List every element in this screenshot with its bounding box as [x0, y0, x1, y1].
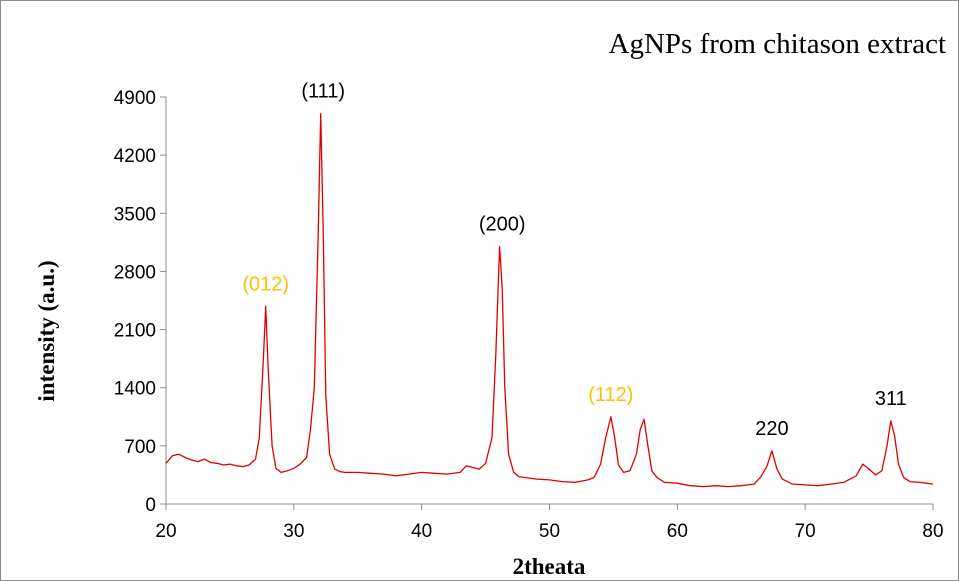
y-tick-label: 3500 [114, 204, 156, 225]
x-tick-label: 50 [539, 521, 560, 542]
peak-label: (200) [479, 214, 526, 236]
x-tick-label: 20 [155, 521, 176, 542]
x-tick-label: 60 [667, 521, 688, 542]
peak-annotations: (111) (012) (200) (112) 220 311 [242, 81, 906, 440]
peak-label: 311 [875, 388, 907, 410]
peak-label: (111) [301, 81, 345, 103]
y-tick-label: 1400 [114, 379, 156, 400]
peak-label: (012) [242, 273, 289, 295]
y-axis-title: intensity (a.u.) [34, 260, 59, 401]
x-tick-label: 80 [922, 521, 943, 542]
x-tick-label: 70 [795, 521, 816, 542]
x-tick-label: 40 [411, 521, 432, 542]
x-axis-title: 2theata [513, 554, 586, 579]
y-tick-label: 0 [145, 495, 156, 516]
peak-label: (112) [588, 384, 633, 406]
chart-title: AgNPs from chitason extract [609, 28, 946, 60]
ticks: 0 700 1400 2100 2800 3500 4200 4900 20 30 40 50 60 70… [114, 88, 944, 542]
xrd-pattern-line [165, 112, 934, 488]
x-tick-label: 30 [283, 521, 304, 542]
plot-area [165, 112, 934, 488]
y-tick-label: 2100 [114, 321, 156, 342]
y-tick-label: 2800 [114, 262, 156, 283]
y-tick-label: 4900 [114, 88, 156, 109]
peak-label: 220 [755, 418, 788, 440]
axes [165, 97, 933, 505]
y-tick-label: 700 [124, 437, 156, 458]
y-tick-label: 4200 [114, 146, 156, 167]
